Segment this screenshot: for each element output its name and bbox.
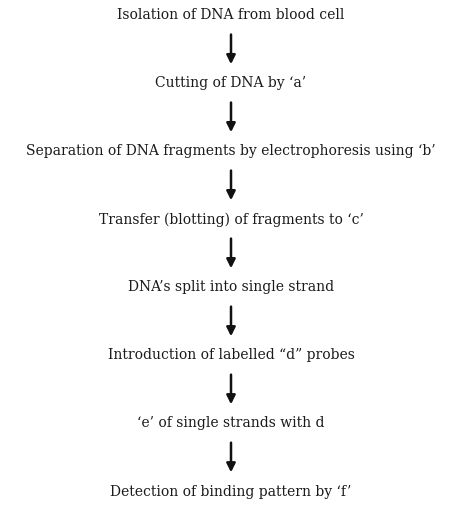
Text: Separation of DNA fragments by electrophoresis using ‘b’: Separation of DNA fragments by electroph… xyxy=(26,144,436,158)
Text: ‘e’ of single strands with d: ‘e’ of single strands with d xyxy=(137,416,325,431)
Text: DNA’s split into single strand: DNA’s split into single strand xyxy=(128,281,334,294)
Text: Cutting of DNA by ‘a’: Cutting of DNA by ‘a’ xyxy=(155,76,307,91)
Text: Detection of binding pattern by ‘f’: Detection of binding pattern by ‘f’ xyxy=(110,484,352,499)
Text: Transfer (blotting) of fragments to ‘c’: Transfer (blotting) of fragments to ‘c’ xyxy=(98,212,364,227)
Text: Introduction of labelled “d” probes: Introduction of labelled “d” probes xyxy=(108,349,354,362)
Text: Isolation of DNA from blood cell: Isolation of DNA from blood cell xyxy=(117,8,345,23)
